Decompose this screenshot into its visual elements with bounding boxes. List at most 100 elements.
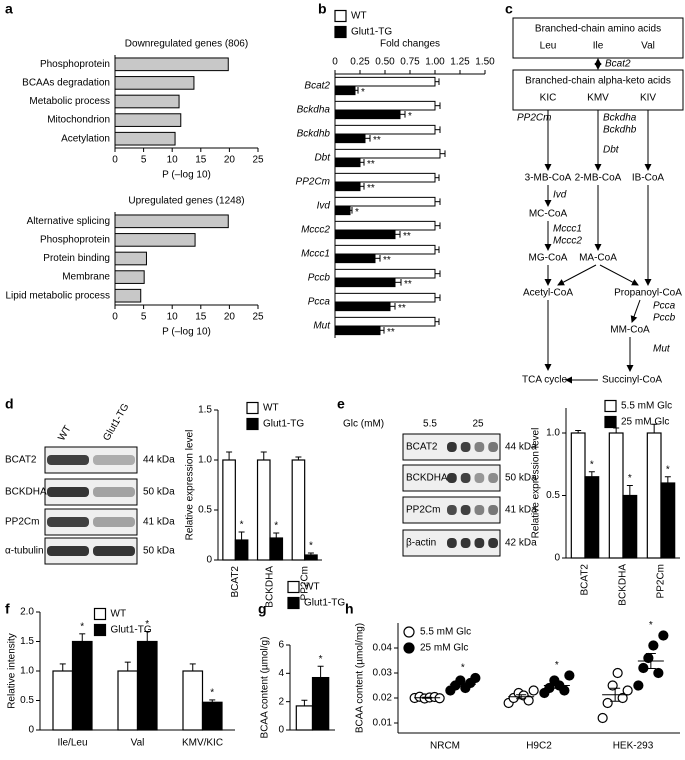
y-tick-label: 0.5 — [198, 505, 212, 516]
pathway-node: Propanoyl-CoA — [614, 288, 682, 299]
blot-band — [47, 517, 89, 527]
bar — [114, 214, 229, 229]
bar — [334, 220, 436, 231]
blot-band — [47, 455, 89, 465]
bar — [234, 539, 249, 561]
enzyme: Pccb — [653, 313, 676, 324]
bar — [334, 196, 436, 207]
enzyme: Dbt — [603, 145, 620, 156]
y-tick-label: 0 — [206, 555, 212, 566]
bar — [334, 85, 356, 96]
bar — [136, 640, 158, 731]
bar — [570, 432, 586, 559]
x-tick-label: BCKDHA — [265, 566, 276, 608]
legend-marker — [604, 399, 617, 413]
panel-label: b — [318, 1, 327, 17]
panel-label: d — [5, 396, 14, 412]
y-tick-label: Ivd — [317, 201, 331, 212]
y-tick-label: 2 — [278, 696, 284, 707]
blot-band — [460, 505, 471, 515]
legend-marker — [287, 596, 300, 610]
x-tick-label: 1.50 — [475, 57, 495, 68]
pathway-node: TCA cycle — [522, 375, 567, 386]
y-tick-label: Mut — [313, 321, 331, 332]
lane-label: Glut1-TG — [101, 402, 131, 443]
x-tick-label: 0 — [112, 155, 118, 166]
bar — [256, 459, 271, 561]
point — [633, 680, 644, 691]
enzyme: Ivd — [553, 190, 567, 201]
blot-band — [474, 538, 485, 548]
bar — [334, 229, 396, 240]
blot-band — [474, 442, 485, 452]
x-tick-label: HEK-293 — [613, 741, 654, 752]
y-tick-label: 0.03 — [373, 668, 393, 679]
bar — [304, 554, 318, 561]
legend-marker — [604, 415, 617, 429]
blot-size: 44 kDa — [143, 455, 175, 466]
y-tick-label: BCAAs degradation — [22, 78, 110, 89]
legend-label: 25 mM Glc — [420, 643, 468, 654]
blot-band — [447, 442, 457, 452]
bar — [646, 432, 662, 559]
y-tick-label: 0 — [554, 553, 560, 564]
blot-row-label: BCAT2 — [406, 442, 438, 453]
y-tick-label: Pccb — [308, 273, 331, 284]
legend-marker — [93, 607, 107, 621]
blot-row-label: β-actin — [406, 538, 436, 549]
significance: * — [461, 663, 465, 674]
x-tick-label: 0 — [332, 57, 338, 68]
x-tick-label: 10 — [167, 312, 179, 323]
blot-size: 44 kDa — [505, 442, 537, 453]
legend-label: 5.5 mM Glc — [420, 627, 471, 638]
bar — [114, 251, 147, 266]
pathway-node: MC-CoA — [529, 209, 568, 220]
y-tick-label: 1.0 — [20, 666, 34, 677]
arrow — [599, 264, 639, 286]
bar — [622, 494, 638, 559]
blot-band — [460, 442, 471, 452]
legend-label: Glut1-TG — [351, 27, 392, 38]
bar — [334, 100, 436, 111]
x-axis-label: P (–log 10) — [162, 170, 211, 181]
y-tick-label: 0.01 — [373, 718, 393, 729]
blot-size: 42 kDa — [505, 538, 537, 549]
y-axis-label: BCAA content (µmol/mg) — [355, 623, 366, 733]
significance: * — [649, 620, 653, 631]
y-tick-label: 6 — [278, 640, 284, 651]
bar — [334, 181, 361, 192]
significance: * — [666, 464, 670, 475]
pathway-node: Ile — [593, 41, 604, 52]
x-tick-label: 1.00 — [425, 57, 445, 68]
legend-marker — [93, 623, 107, 637]
enzyme: Mccc1 — [553, 224, 582, 235]
y-tick-label: Phosphoprotein — [40, 235, 110, 246]
legend-marker — [334, 9, 347, 23]
bar — [114, 76, 195, 90]
panel-label: a — [5, 1, 13, 17]
bar — [334, 316, 436, 327]
blot-row-label: BCKDHA — [406, 473, 448, 484]
enzyme: Bckdha — [603, 113, 637, 124]
significance: ** — [387, 327, 395, 338]
blot-band — [93, 517, 135, 527]
lane-label: 25 — [472, 419, 484, 430]
blot-band — [474, 505, 485, 515]
y-tick-label: 1.5 — [20, 636, 34, 647]
blot-size: 50 kDa — [143, 487, 175, 498]
bar — [291, 459, 306, 561]
blot-row-label: α-tubulin — [5, 546, 44, 557]
y-tick-label: Mccc1 — [301, 249, 330, 260]
bar — [334, 205, 351, 216]
blot-row-label: PP2Cm — [406, 505, 440, 516]
significance: * — [240, 520, 244, 531]
x-tick-label: BCAT2 — [230, 566, 241, 598]
legend-marker — [287, 580, 300, 594]
bar — [295, 705, 314, 731]
bar — [334, 244, 436, 255]
lane-label: 5.5 — [423, 419, 437, 430]
bar — [334, 76, 436, 87]
blot-size: 41 kDa — [505, 505, 537, 516]
bar — [114, 270, 145, 284]
bar — [334, 133, 366, 144]
